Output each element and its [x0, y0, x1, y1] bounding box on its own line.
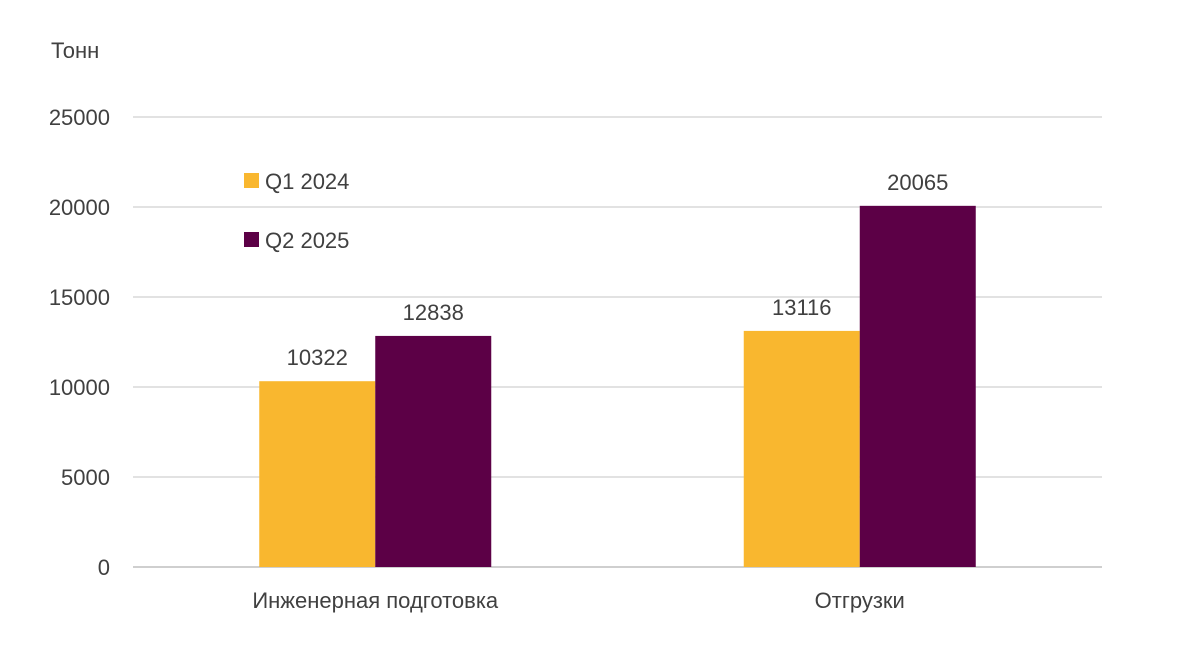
y-tick-label: 20000 — [49, 195, 110, 220]
x-category-label: Инженерная подготовка — [252, 588, 499, 613]
legend-label: Q1 2024 — [265, 169, 349, 194]
data-label: 12838 — [403, 300, 464, 325]
y-tick-label: 0 — [98, 555, 110, 580]
bars — [259, 205, 976, 567]
y-axis-unit-label: Тонн — [51, 38, 99, 63]
legend-label: Q2 2025 — [265, 228, 349, 253]
y-axis-ticks: 0 5000 10000 15000 20000 25000 — [49, 105, 110, 580]
x-axis-categories: Инженерная подготовка Отгрузки — [252, 588, 905, 613]
x-category-label: Отгрузки — [815, 588, 905, 613]
legend: Q1 2024 Q2 2025 — [244, 169, 349, 253]
bar-q1-2024 — [743, 330, 860, 567]
legend-swatch — [244, 232, 259, 247]
data-label: 13116 — [772, 295, 832, 320]
bar-q2-2025 — [375, 335, 492, 567]
y-tick-label: 10000 — [49, 375, 110, 400]
y-tick-label: 25000 — [49, 105, 110, 130]
bar-q2-2025 — [859, 205, 976, 567]
legend-swatch — [244, 173, 259, 188]
y-tick-label: 5000 — [61, 465, 110, 490]
bar-q1-2024 — [259, 381, 376, 567]
data-label: 10322 — [287, 345, 348, 370]
data-label: 20065 — [887, 170, 948, 195]
y-tick-label: 15000 — [49, 285, 110, 310]
data-labels: 10322 12838 13116 20065 — [287, 170, 949, 370]
